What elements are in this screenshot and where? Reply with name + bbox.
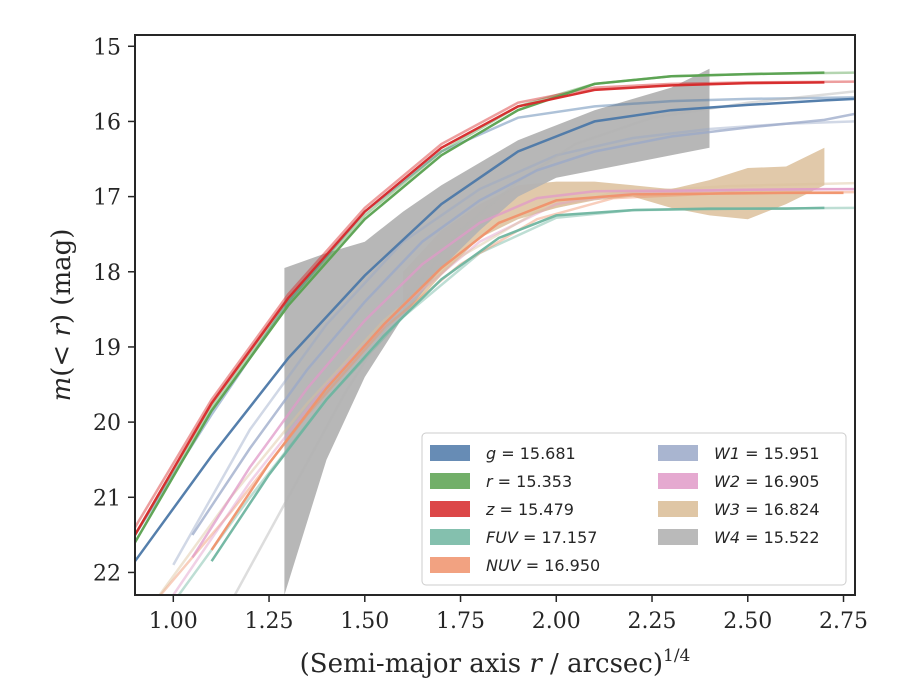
line-r xyxy=(135,71,825,544)
legend-swatch-w4 xyxy=(658,529,698,545)
legend-label-g: g = 15.681 xyxy=(486,444,576,463)
x-tick-label: 2.50 xyxy=(723,609,772,634)
legend-label-fuv: FUV = 17.157 xyxy=(486,528,597,547)
model-curve-w4 xyxy=(233,90,855,595)
plot-area xyxy=(135,68,855,595)
x-tick-label: 1.00 xyxy=(149,609,198,634)
legend-swatch-w1 xyxy=(658,445,698,461)
line-g xyxy=(135,97,855,562)
line-w2 xyxy=(191,187,855,559)
line-nuv xyxy=(210,191,844,551)
legend-swatch-z xyxy=(430,501,470,517)
legend-label-nuv: NUV = 16.950 xyxy=(486,556,600,575)
legend-label-r: r = 15.353 xyxy=(486,472,572,491)
y-axis-label: m(< r) (mag) xyxy=(47,229,77,402)
data-lines xyxy=(135,71,855,562)
y-tick-label: 16 xyxy=(93,110,121,135)
line-z xyxy=(135,81,825,536)
legend-swatch-r xyxy=(430,473,470,489)
x-tick-label: 2.75 xyxy=(819,609,868,634)
plot-frame xyxy=(134,34,856,596)
x-tick-label: 2.00 xyxy=(532,609,581,634)
y-tick-label: 21 xyxy=(93,486,121,511)
y-tick-label: 19 xyxy=(93,336,121,361)
band-w4 xyxy=(284,68,710,595)
legend-swatch-w3 xyxy=(658,501,698,517)
x-axis-label: (Semi-major axis r / arcsec)1/4 xyxy=(300,646,691,679)
y-tick-label: 18 xyxy=(93,261,121,286)
model-curve-w3 xyxy=(158,181,855,595)
y-axis-ticks: 15 16 17 18 19 20 21 22 xyxy=(93,35,135,586)
line-fuv xyxy=(210,206,825,562)
y-tick-label: 17 xyxy=(93,186,121,211)
legend-swatch-fuv xyxy=(430,529,470,545)
y-tick-label: 20 xyxy=(93,411,121,436)
legend-label-w2: W2 = 16.905 xyxy=(714,472,820,491)
x-tick-label: 1.75 xyxy=(436,609,485,634)
y-tick-label: 22 xyxy=(93,561,121,586)
y-tick-label: 15 xyxy=(93,35,121,60)
line-w1 xyxy=(191,112,855,536)
legend: g = 15.681 r = 15.353 z = 15.479 FUV = 17.1… xyxy=(421,432,847,586)
x-tick-label: 1.50 xyxy=(340,609,389,634)
legend-label-w1: W1 = 15.951 xyxy=(714,444,820,463)
x-axis-ticks: 1.00 1.25 1.50 1.75 2.00 2.25 2.50 2.75 xyxy=(149,595,868,634)
legend-swatch-g xyxy=(430,445,470,461)
legend-label-z: z = 15.479 xyxy=(485,500,574,519)
legend-frame xyxy=(421,432,847,586)
legend-swatch-nuv xyxy=(430,557,470,573)
legend-label-w3: W3 = 16.824 xyxy=(714,500,820,519)
x-tick-label: 1.25 xyxy=(245,609,294,634)
x-tick-label: 2.25 xyxy=(628,609,677,634)
legend-swatch-w2 xyxy=(658,473,698,489)
legend-label-w4: W4 = 15.522 xyxy=(714,528,820,547)
